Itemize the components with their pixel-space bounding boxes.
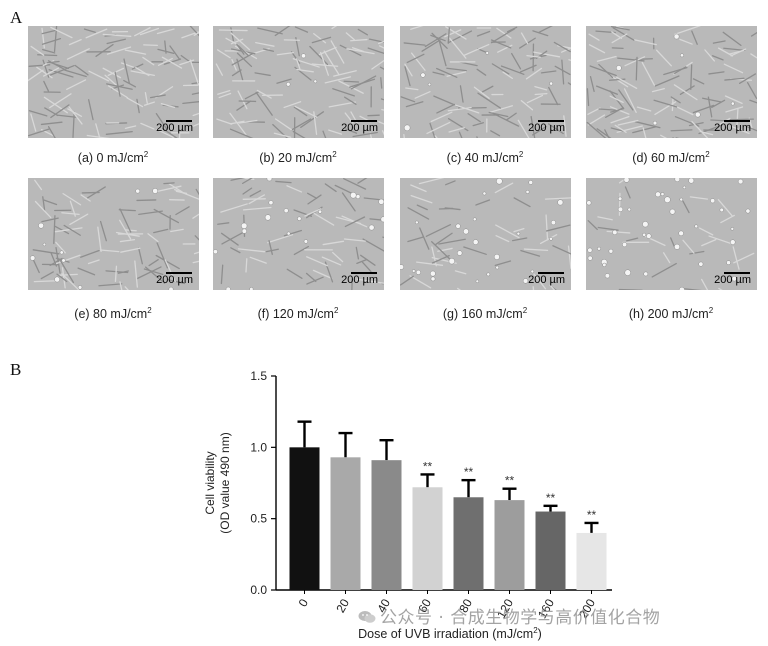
micrograph-caption: (a) 0 mJ/cm2	[18, 150, 208, 165]
scale-bar-label: 200 µm	[528, 272, 565, 286]
bar	[412, 487, 443, 590]
bar	[453, 497, 484, 590]
significance-marker: **	[587, 508, 597, 522]
scale-bar-text: 200 µm	[714, 122, 751, 134]
x-tick-label: 60	[415, 596, 434, 615]
significance-marker: **	[423, 459, 433, 473]
micrograph-b: 200 µm	[213, 26, 384, 138]
caption-superscript: 2	[522, 306, 528, 315]
watermark-text: 公众号 · 合成生物学与高价值化合物	[380, 608, 661, 628]
bar	[289, 447, 320, 590]
y-tick-label: 1.5	[250, 369, 267, 383]
scale-bar-label: 200 µm	[528, 120, 565, 134]
caption-superscript: 2	[333, 306, 339, 315]
micrograph-f: 200 µm	[213, 178, 384, 290]
micrograph-g: 200 µm	[400, 178, 571, 290]
micrograph-caption: (d) 60 mJ/cm2	[576, 150, 766, 165]
y-axis-label-line1: Cell viability	[203, 451, 217, 514]
bar	[494, 500, 525, 590]
x-axis-label-text: Dose of UVB irradiation (mJ/cm	[358, 627, 533, 641]
micrograph-caption: (h) 200 mJ/cm2	[576, 306, 766, 321]
micrograph-c: 200 µm	[400, 26, 571, 138]
bar	[330, 457, 361, 590]
scale-bar-text: 200 µm	[341, 274, 378, 286]
x-tick-label: 20	[333, 596, 352, 615]
caption-text: (d) 60 mJ/cm	[632, 151, 706, 166]
micrograph-caption: (g) 160 mJ/cm2	[390, 306, 580, 321]
wechat-icon	[358, 611, 376, 623]
micrograph-d: 200 µm	[586, 26, 757, 138]
caption-text: (h) 200 mJ/cm	[628, 307, 709, 322]
scale-bar-text: 200 µm	[714, 274, 751, 286]
scale-bar-label: 200 µm	[156, 120, 193, 134]
significance-marker: **	[546, 491, 556, 505]
micrograph-e: 200 µm	[28, 178, 199, 290]
significance-marker: **	[505, 474, 515, 488]
bar	[371, 460, 402, 590]
scale-bar	[724, 272, 750, 274]
x-tick-label: 0	[296, 596, 312, 609]
caption-superscript: 2	[705, 150, 710, 159]
caption-text: (f) 120 mJ/cm	[257, 307, 334, 322]
scale-bar	[724, 120, 750, 122]
scale-bar	[166, 272, 192, 274]
caption-superscript: 2	[332, 150, 337, 159]
bar	[535, 511, 566, 590]
x-axis-label-end: )	[538, 627, 542, 641]
caption-text: (a) 0 mJ/cm	[77, 151, 144, 166]
scale-bar-label: 200 µm	[341, 272, 378, 286]
micrograph-caption: (e) 80 mJ/cm2	[18, 306, 208, 321]
scale-bar-text: 200 µm	[528, 274, 565, 286]
bar	[576, 532, 607, 590]
x-axis-label: Dose of UVB irradiation (mJ/cm2)	[358, 626, 542, 641]
y-tick-label: 1.0	[250, 440, 267, 454]
micrograph-caption: (c) 40 mJ/cm2	[390, 150, 580, 165]
micrograph-h: 200 µm	[586, 178, 757, 290]
scale-bar	[538, 120, 564, 122]
significance-marker: **	[464, 465, 474, 479]
caption-text: (c) 40 mJ/cm	[446, 151, 519, 166]
scale-bar-text: 200 µm	[528, 122, 565, 134]
scale-bar-text: 200 µm	[341, 122, 378, 134]
caption-superscript: 2	[143, 150, 149, 159]
scale-bar-label: 200 µm	[156, 272, 193, 286]
scale-bar	[351, 272, 377, 274]
caption-text: (b) 20 mJ/cm	[259, 151, 333, 166]
scale-bar-text: 200 µm	[156, 122, 193, 134]
scale-bar-label: 200 µm	[341, 120, 378, 134]
scale-bar-text: 200 µm	[156, 274, 193, 286]
caption-superscript: 2	[518, 150, 524, 159]
caption-superscript: 2	[147, 306, 152, 315]
y-axis-label-line2: (OD value 490 nm)	[218, 432, 232, 533]
y-tick-label: 0.0	[250, 583, 267, 597]
x-axis-label-superscript: 2	[533, 626, 538, 635]
x-tick-label: 40	[374, 596, 393, 615]
scale-bar	[166, 120, 192, 122]
panel-a-label: A	[10, 8, 23, 27]
caption-text: (e) 80 mJ/cm	[74, 307, 148, 322]
caption-superscript: 2	[708, 306, 714, 315]
watermark: 公众号 · 合成生物学与高价值化合物	[358, 603, 660, 628]
caption-text: (g) 160 mJ/cm	[442, 307, 523, 322]
micrograph-a: 200 µm	[28, 26, 199, 138]
x-tick-label: 80	[456, 596, 475, 615]
micrograph-caption: (b) 20 mJ/cm2	[203, 150, 393, 165]
scale-bar-label: 200 µm	[714, 272, 751, 286]
panel-b-label: B	[10, 360, 22, 379]
scale-bar	[538, 272, 564, 274]
micrograph-caption: (f) 120 mJ/cm2	[203, 306, 393, 321]
scale-bar-label: 200 µm	[714, 120, 751, 134]
scale-bar	[351, 120, 377, 122]
y-tick-label: 0.5	[250, 512, 267, 526]
